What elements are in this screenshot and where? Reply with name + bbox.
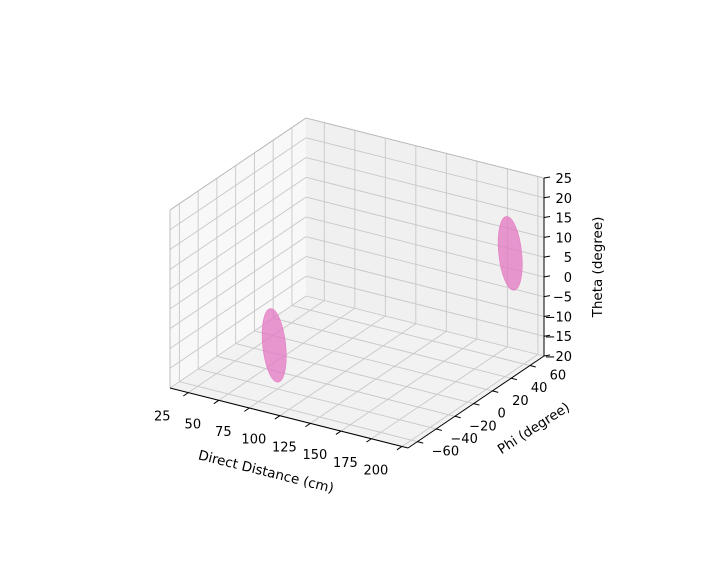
x-tick-label: 25 [154, 410, 171, 425]
x-tick-mark [305, 422, 311, 428]
y-tick-label: −40 [450, 432, 477, 447]
z-tick-mark [543, 295, 551, 298]
gridline-z-left [169, 176, 307, 270]
gridline-y-floor [198, 368, 437, 430]
y-tick-label: 60 [550, 369, 567, 384]
x-tick-label: 200 [363, 463, 388, 478]
gridline-z-left [169, 236, 307, 330]
x-tick-mark [244, 407, 250, 412]
z-tick-mark [543, 176, 551, 179]
gridline-x-floor [218, 307, 356, 401]
gridline-z-left [169, 295, 307, 389]
y-tick-label: −20 [469, 419, 496, 434]
gridline-z-back [305, 275, 545, 337]
gridline-z-left [169, 275, 307, 369]
z-tick-mark [543, 314, 551, 317]
gridline-z-back [305, 256, 545, 317]
chart-ticks: 255075100125150175200−60−40−200204060−20… [154, 172, 572, 478]
gridline-x-floor [249, 315, 386, 409]
z-tick-label: 15 [555, 212, 572, 227]
z-tick-label: −5 [553, 291, 572, 306]
gridline-x-floor [188, 300, 325, 393]
gridline-z-back [305, 295, 545, 357]
z-tick-label: 5 [564, 251, 572, 266]
y-tick-mark [529, 365, 536, 368]
z-tick-mark [543, 354, 551, 357]
z-tick-mark [543, 216, 551, 219]
gridline-y-floor [291, 305, 531, 366]
gridline-z-left [169, 216, 307, 310]
z-tick-label: 0 [564, 271, 572, 286]
gridline-x-floor [279, 323, 417, 417]
data-ellipsoid [497, 216, 523, 291]
x-tick-mark [396, 446, 403, 451]
z-tick-label: −20 [545, 350, 572, 365]
gridline-y-floor [254, 330, 493, 392]
x-axis-line [169, 387, 409, 449]
y-tick-mark [492, 390, 499, 393]
z-tick-mark [543, 334, 551, 337]
gridline-z-back [305, 236, 545, 298]
gridline-y-floor [273, 317, 512, 379]
y-tick-label: 40 [531, 381, 548, 396]
z-tick-mark [543, 275, 551, 278]
back-pane [306, 118, 544, 356]
gridline-x-floor [371, 346, 508, 440]
z-tick-label: 20 [555, 192, 572, 207]
chart-marks [261, 216, 523, 383]
z-tick-label: −15 [545, 330, 572, 345]
z-tick-label: 10 [555, 231, 572, 246]
y-tick-mark [417, 441, 424, 444]
x-tick-label: 75 [215, 425, 232, 440]
z-axis-label: Theta (degree) [590, 217, 606, 319]
chart-axes [169, 117, 545, 449]
y-tick-mark [511, 377, 518, 381]
data-ellipsoid [261, 308, 287, 383]
gridline-x-floor [340, 338, 478, 432]
x-tick-mark [366, 438, 372, 443]
gridline-z-back [305, 137, 545, 199]
chart-gridlines [169, 117, 545, 447]
x-tick-label: 100 [241, 433, 266, 448]
y-tick-label: −60 [432, 445, 459, 460]
z-tick-mark [543, 255, 551, 258]
gridline-z-left [169, 196, 307, 290]
y-axis-label: Phi (degree) [495, 399, 573, 457]
z-tick-mark [543, 235, 551, 238]
x-tick-label: 125 [272, 440, 297, 455]
x-tick-mark [183, 392, 189, 397]
gridline-z-left [169, 137, 307, 231]
y-tick-mark [454, 415, 461, 419]
y-tick-label: 20 [512, 394, 529, 409]
y-tick-mark [436, 428, 443, 431]
gridline-x-floor [310, 331, 447, 424]
chart-panes [170, 118, 544, 448]
gridline-x-floor [401, 354, 539, 447]
left-pane [170, 118, 306, 388]
gridline-z-back [305, 157, 545, 218]
z-tick-label: −10 [545, 310, 572, 325]
gridline-y-floor [216, 355, 456, 417]
x-tick-mark [274, 415, 281, 420]
gridline-z-left [169, 256, 307, 349]
z-tick-label: 25 [555, 172, 572, 187]
x-tick-mark [335, 430, 342, 435]
gridline-y-floor [179, 381, 418, 443]
x-tick-mark [213, 399, 220, 405]
y-tick-mark [473, 403, 480, 406]
gridline-z-left [169, 157, 307, 250]
x-tick-label: 175 [333, 456, 358, 471]
y-axis-line [407, 355, 545, 449]
z-tick-mark [543, 196, 551, 199]
y-tick-label: 0 [498, 407, 506, 422]
x-tick-label: 50 [185, 417, 202, 432]
x-tick-label: 150 [302, 448, 327, 463]
pane-edge [305, 117, 545, 179]
pane-edge [169, 117, 307, 211]
